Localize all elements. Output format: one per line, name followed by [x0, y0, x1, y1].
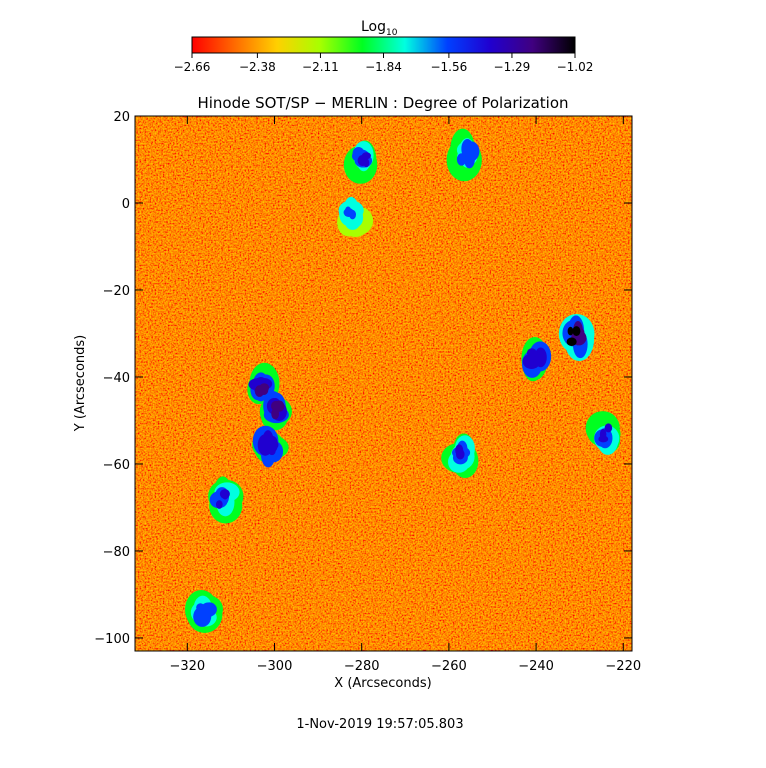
region-cell — [363, 158, 370, 168]
heatmap-texture — [135, 116, 632, 651]
polarization-region — [208, 476, 244, 524]
polarization-region — [343, 140, 378, 184]
polarization-region — [184, 590, 223, 633]
chart-title: Hinode SOT/SP − MERLIN : Degree of Polar… — [197, 94, 568, 112]
colorbar-tick-label: −1.29 — [494, 60, 531, 74]
colorbar-tick-label: −2.38 — [239, 60, 276, 74]
y-axis: 20 0 −20 −40 −60 −80 −100 — [94, 110, 632, 647]
plot-area: −320 −300 −280 −260 −240 −220 20 0 −20 −40 −60 −80… — [94, 110, 641, 674]
y-tick-label: −60 — [103, 458, 130, 473]
polarization-region — [441, 433, 479, 479]
region-cell — [222, 492, 229, 500]
polarization-region — [337, 196, 374, 237]
region-cell — [455, 449, 465, 460]
colorbar-tick-label: −2.66 — [174, 60, 211, 74]
colorbar-tick-label: −1.56 — [430, 60, 467, 74]
colorbar-tick-label: −1.84 — [365, 60, 402, 74]
region-cell — [566, 337, 577, 346]
polarization-region — [259, 391, 292, 431]
region-cell — [270, 400, 281, 412]
y-tick-label: −40 — [103, 371, 130, 386]
high-polarization-regions — [184, 128, 621, 633]
region-cell — [464, 143, 475, 155]
region-cell — [197, 604, 207, 614]
polarization-region — [252, 425, 289, 468]
y-tick-label: 0 — [122, 197, 130, 212]
colorbar-label: Log10 — [361, 19, 398, 38]
y-tick-label: −80 — [103, 545, 130, 560]
y-tick-label: 20 — [113, 110, 130, 125]
x-tick-label: −320 — [169, 659, 205, 674]
y-tick-label: −100 — [94, 632, 130, 647]
polarization-region — [558, 313, 595, 361]
region-cell — [254, 385, 265, 397]
x-axis: −320 −300 −280 −260 −240 −220 — [169, 116, 641, 674]
region-cell — [567, 326, 574, 336]
polarization-region — [446, 128, 482, 182]
region-cell — [464, 150, 475, 169]
region-cell — [271, 408, 280, 420]
x-tick-label: −220 — [605, 659, 641, 674]
region-cell — [269, 440, 279, 450]
region-cell — [598, 435, 609, 443]
x-tick-label: −300 — [257, 659, 293, 674]
x-tick-label: −260 — [431, 659, 467, 674]
y-tick-label: −20 — [103, 284, 130, 299]
footer-timestamp: 1-Nov-2019 19:57:05.803 — [296, 717, 463, 732]
region-cell — [345, 206, 351, 215]
region-cell — [529, 351, 540, 362]
colorbar-tick-label: −1.02 — [557, 60, 594, 74]
colorbar-ticks: −2.66 −2.38 −2.11 −1.84 −1.56 −1.29 −1.02 — [174, 53, 594, 74]
x-tick-label: −280 — [344, 659, 380, 674]
polarization-region — [521, 337, 552, 382]
region-cell — [604, 423, 613, 433]
polarization-region — [585, 411, 621, 455]
region-cell — [215, 500, 223, 509]
colorbar-label-subscript: 10 — [386, 28, 398, 38]
colorbar: Log10 −2.66 −2.38 −2.11 −1.84 −1.56 −1.29 −1.0… — [174, 19, 594, 74]
region-cell — [349, 209, 356, 220]
x-axis-label: X (Arcseconds) — [334, 676, 431, 691]
y-axis-label: Y (Arcseconds) — [73, 335, 88, 432]
region-cell — [572, 326, 581, 337]
x-tick-label: −240 — [518, 659, 554, 674]
region-cell — [262, 434, 272, 447]
colorbar-gradient — [191, 36, 576, 54]
polarization-region — [247, 362, 280, 405]
plot-frame — [134, 115, 633, 652]
region-cell — [456, 153, 467, 166]
colorbar-tick-label: −2.11 — [302, 60, 339, 74]
